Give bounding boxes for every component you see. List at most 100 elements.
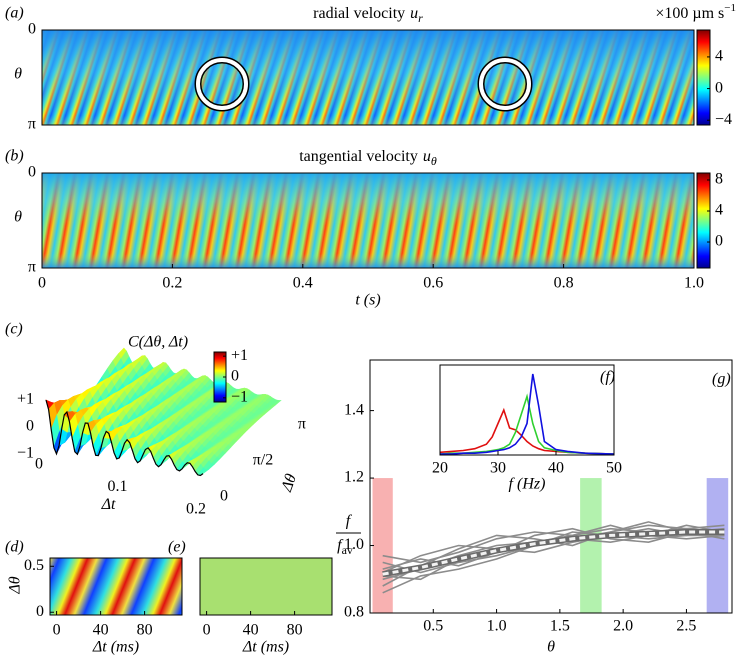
y-axis-label-numerator: f xyxy=(346,513,353,530)
y-axis-label-denominator: fav xyxy=(337,537,353,557)
data-line xyxy=(439,393,615,455)
title-subscript: r xyxy=(418,11,423,25)
x-tick-label: 0.6 xyxy=(423,275,443,292)
panel-title: C(Δθ, Δt) xyxy=(128,334,188,351)
x-axis-label: Δt (ms) xyxy=(242,639,289,656)
y-tick-label: π xyxy=(298,416,306,433)
panel-title: radial velocity ur xyxy=(313,5,423,25)
title-subscript: θ xyxy=(431,154,437,168)
panel-label: (f) xyxy=(600,369,615,386)
x-tick-label: 1.0 xyxy=(487,618,507,635)
x-tick-label: 80 xyxy=(287,622,303,639)
heatmap-image xyxy=(200,558,332,615)
title-symbol: u xyxy=(410,5,418,22)
x-tick-label: 0.2 xyxy=(162,275,182,292)
colorbar-tick-label: 8 xyxy=(715,171,723,188)
y-axis-label: Δθ xyxy=(278,472,300,495)
x-axis-label: Δt (ms) xyxy=(92,639,139,656)
x-tick-label: 0.5 xyxy=(423,618,443,635)
y-tick-label: 1.2 xyxy=(344,469,364,486)
x-axis-label: t (s) xyxy=(355,292,380,309)
denominator-subscript: av xyxy=(342,543,353,557)
data-line xyxy=(440,373,615,455)
panel-label: (e) xyxy=(168,539,186,556)
y-tick-label: π xyxy=(28,116,36,133)
y-axis-label: θ xyxy=(14,209,22,226)
title-text: radial velocity xyxy=(313,5,405,22)
inset-background xyxy=(440,365,614,455)
x-tick-label: 80 xyxy=(137,622,153,639)
x-tick-label: 40 xyxy=(243,622,259,639)
heatmap-image xyxy=(50,558,182,615)
y-axis-label: θ xyxy=(14,66,22,83)
x-tick-label: 2.0 xyxy=(613,618,633,635)
colorbar-label: ×100 µm s−1 xyxy=(655,2,736,22)
colorbar-tick-label: 0 xyxy=(715,233,723,250)
colorbar-tick-label: +1 xyxy=(231,347,248,364)
colorbar-tick-label: −1 xyxy=(231,389,248,406)
z-tick-label: 0 xyxy=(26,418,34,435)
plot-frame xyxy=(199,557,333,616)
y-tick-label: 0.8 xyxy=(344,604,364,621)
x-tick-label: 0.8 xyxy=(554,275,574,292)
colorbar-tick-label: 0 xyxy=(715,79,723,96)
plot-frame xyxy=(439,364,615,456)
x-tick-label: 1.5 xyxy=(550,618,570,635)
y-tick-label: 0.5 xyxy=(24,557,44,574)
y-tick-label: π/2 xyxy=(253,452,274,469)
circle-annotations xyxy=(194,56,533,112)
panel-label: (a) xyxy=(5,5,24,22)
colorbar-tick-label: −4 xyxy=(715,111,732,128)
surface-edge xyxy=(45,399,204,477)
panel-label: (d) xyxy=(5,539,24,556)
colorbar-label-superscript: −1 xyxy=(724,2,736,14)
circle-marker xyxy=(479,58,531,110)
title-symbol: u xyxy=(423,148,431,165)
colorbar xyxy=(696,29,711,126)
highlight-band xyxy=(580,478,602,613)
circle-marker xyxy=(196,58,248,110)
x-tick-label: 0 xyxy=(203,622,211,639)
x-axis-label: θ xyxy=(547,639,555,656)
surface xyxy=(45,347,282,476)
x-tick-label: 40 xyxy=(93,622,109,639)
y-tick-label: 0 xyxy=(28,21,36,38)
data-line xyxy=(382,530,725,576)
x-tick-label: 0.2 xyxy=(186,501,206,518)
plot-frame xyxy=(41,29,695,126)
x-tick-label: 0 xyxy=(53,622,61,639)
panel-label: (c) xyxy=(5,321,23,338)
plot-frame xyxy=(41,172,695,269)
y-tick-label: 0 xyxy=(36,603,44,620)
x-tick-label: 20 xyxy=(432,460,448,477)
heatmap-shading xyxy=(42,173,694,268)
x-tick-label: 0 xyxy=(35,456,43,473)
y-tick-label: 1.4 xyxy=(344,401,364,418)
y-tick-label: π xyxy=(28,259,36,276)
y-tick-label: 0 xyxy=(220,488,228,505)
x-tick-label: 50 xyxy=(606,460,622,477)
x-tick-label: 0 xyxy=(38,275,46,292)
x-tick-label: 2.5 xyxy=(676,618,696,635)
colorbar-label-text: ×100 µm s xyxy=(655,5,724,22)
z-tick-label: +1 xyxy=(17,391,34,408)
x-tick-label: 0.1 xyxy=(108,478,128,495)
heatmap-shading xyxy=(42,30,694,125)
y-axis-label: Δθ xyxy=(7,576,24,594)
panel-label: (b) xyxy=(5,148,24,165)
x-tick-label: 40 xyxy=(548,460,564,477)
y-tick-label: 0 xyxy=(28,164,36,181)
colorbar xyxy=(696,172,711,269)
panel-label: (g) xyxy=(712,371,731,388)
x-tick-label: 1.0 xyxy=(684,275,704,292)
highlight-band xyxy=(372,478,393,613)
colorbar-tick-label: 4 xyxy=(715,202,723,219)
x-tick-label: 0.4 xyxy=(293,275,313,292)
plot-frame xyxy=(369,359,733,614)
panel-title: tangential velocity uθ xyxy=(299,148,437,168)
z-tick-label: −1 xyxy=(17,445,34,462)
colorbar-tick-label: 0 xyxy=(231,368,239,385)
x-axis-label: f (Hz) xyxy=(509,476,546,493)
